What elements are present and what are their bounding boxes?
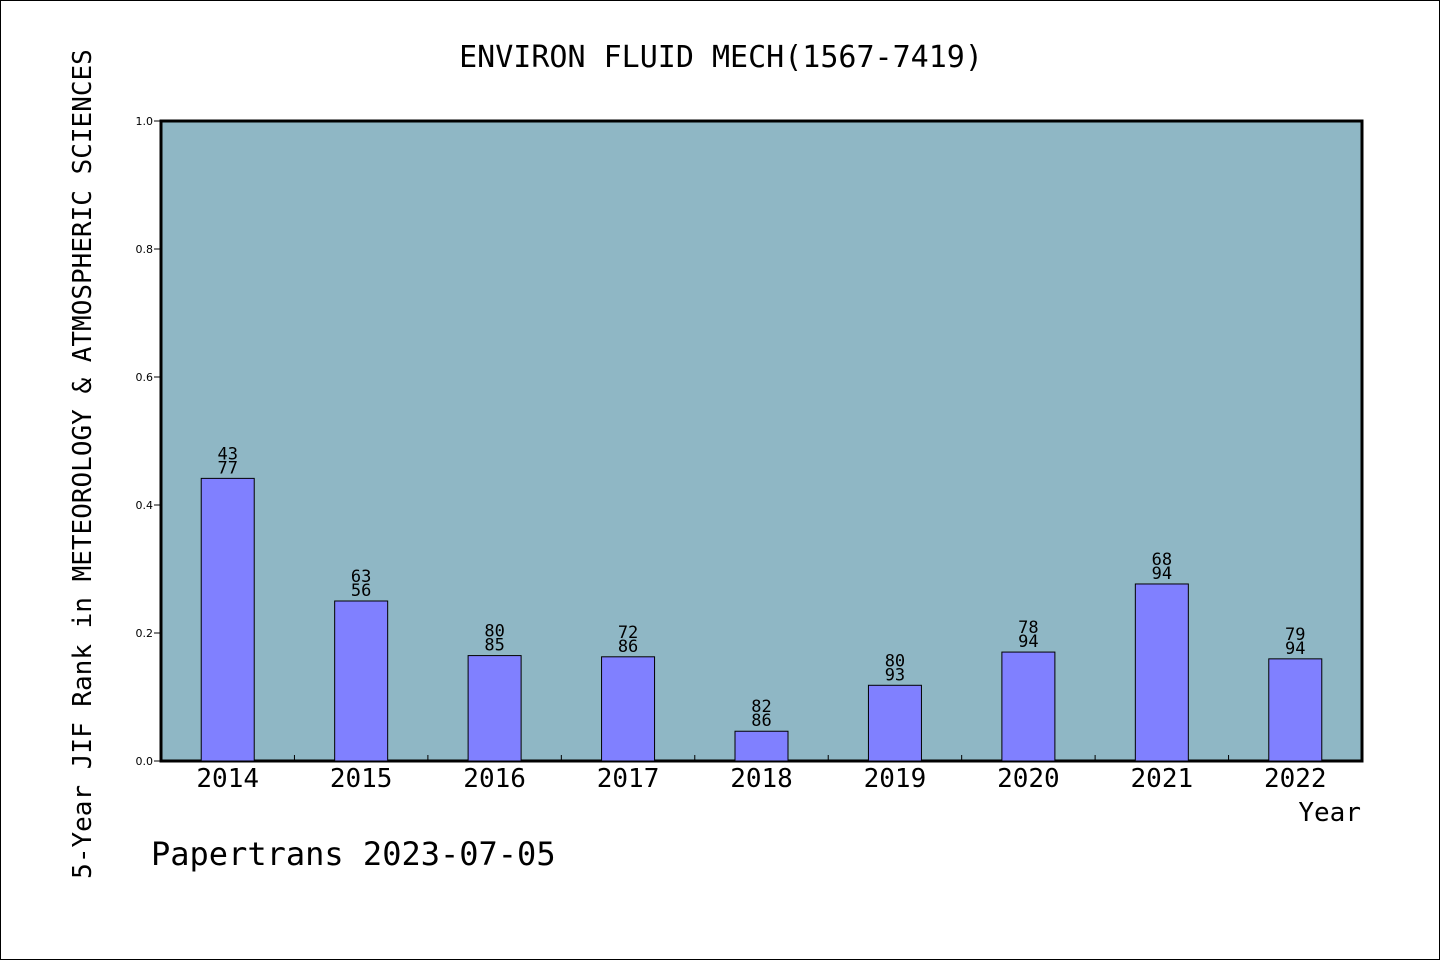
x-tick-label: 2022 (1264, 764, 1327, 794)
bars (200, 477, 1323, 762)
x-tick-label: 2015 (330, 764, 393, 794)
bar (200, 477, 255, 762)
x-axis-label: Year (1298, 798, 1361, 828)
x-tick-label: 2020 (997, 764, 1060, 794)
bar-label-bottom: 94 (1285, 639, 1305, 659)
bar-label-top: 43 (217, 444, 237, 464)
y-axis-ticks: 0.0 0.2 0.4 0.6 0.8 1.0 (136, 115, 161, 768)
y-tick-label: 0.4 (136, 499, 154, 512)
bar-label-top: 79 (1285, 625, 1305, 645)
bar (1134, 583, 1189, 762)
x-tick-label: 2016 (463, 764, 526, 794)
x-tick-label: 2018 (730, 764, 793, 794)
bar-label-bottom: 93 (885, 665, 905, 685)
bar-label-top: 80 (484, 622, 504, 642)
bar (734, 730, 789, 762)
bar-label-top: 82 (751, 697, 771, 717)
bar-label-bottom: 94 (1152, 564, 1172, 584)
chart-title: ENVIRON FLUID MECH(1567-7419) (459, 40, 983, 75)
bar (867, 684, 922, 762)
bar-label-bottom: 86 (618, 637, 638, 657)
x-tick-label: 2017 (597, 764, 660, 794)
bar-label-bottom: 86 (751, 711, 771, 731)
bar-label-top: 72 (618, 623, 638, 643)
bar-label-top: 63 (351, 567, 371, 587)
y-tick-label: 0.2 (136, 627, 154, 640)
bar-label-top: 68 (1152, 550, 1172, 570)
bar (1001, 651, 1056, 762)
bar-label-bottom: 56 (351, 581, 371, 601)
y-axis-label: 5-Year JIF Rank in METEOROLOGY & ATMOSPH… (68, 49, 98, 879)
footer-credit: Papertrans 2023-07-05 (151, 835, 556, 873)
bar-label-top: 78 (1018, 618, 1038, 638)
bar (467, 655, 522, 762)
bar-label-bottom: 94 (1018, 632, 1038, 652)
x-axis-ticks: 2014 2015 2016 2017 2018 2019 2020 2021 2022 (196, 755, 1327, 794)
bar-label-bottom: 77 (217, 458, 237, 478)
x-tick-label: 2021 (1131, 764, 1194, 794)
bar (1268, 658, 1323, 762)
x-tick-label: 2014 (196, 764, 259, 794)
x-tick-label: 2019 (864, 764, 927, 794)
bar-label-top: 80 (885, 651, 905, 671)
y-tick-label: 1.0 (136, 115, 154, 128)
y-tick-label: 0.8 (136, 243, 154, 256)
bar (334, 600, 389, 762)
y-tick-label: 0.0 (136, 755, 154, 768)
bar-label-bottom: 85 (484, 636, 504, 656)
y-tick-label: 0.6 (136, 371, 154, 384)
bar (601, 656, 656, 762)
